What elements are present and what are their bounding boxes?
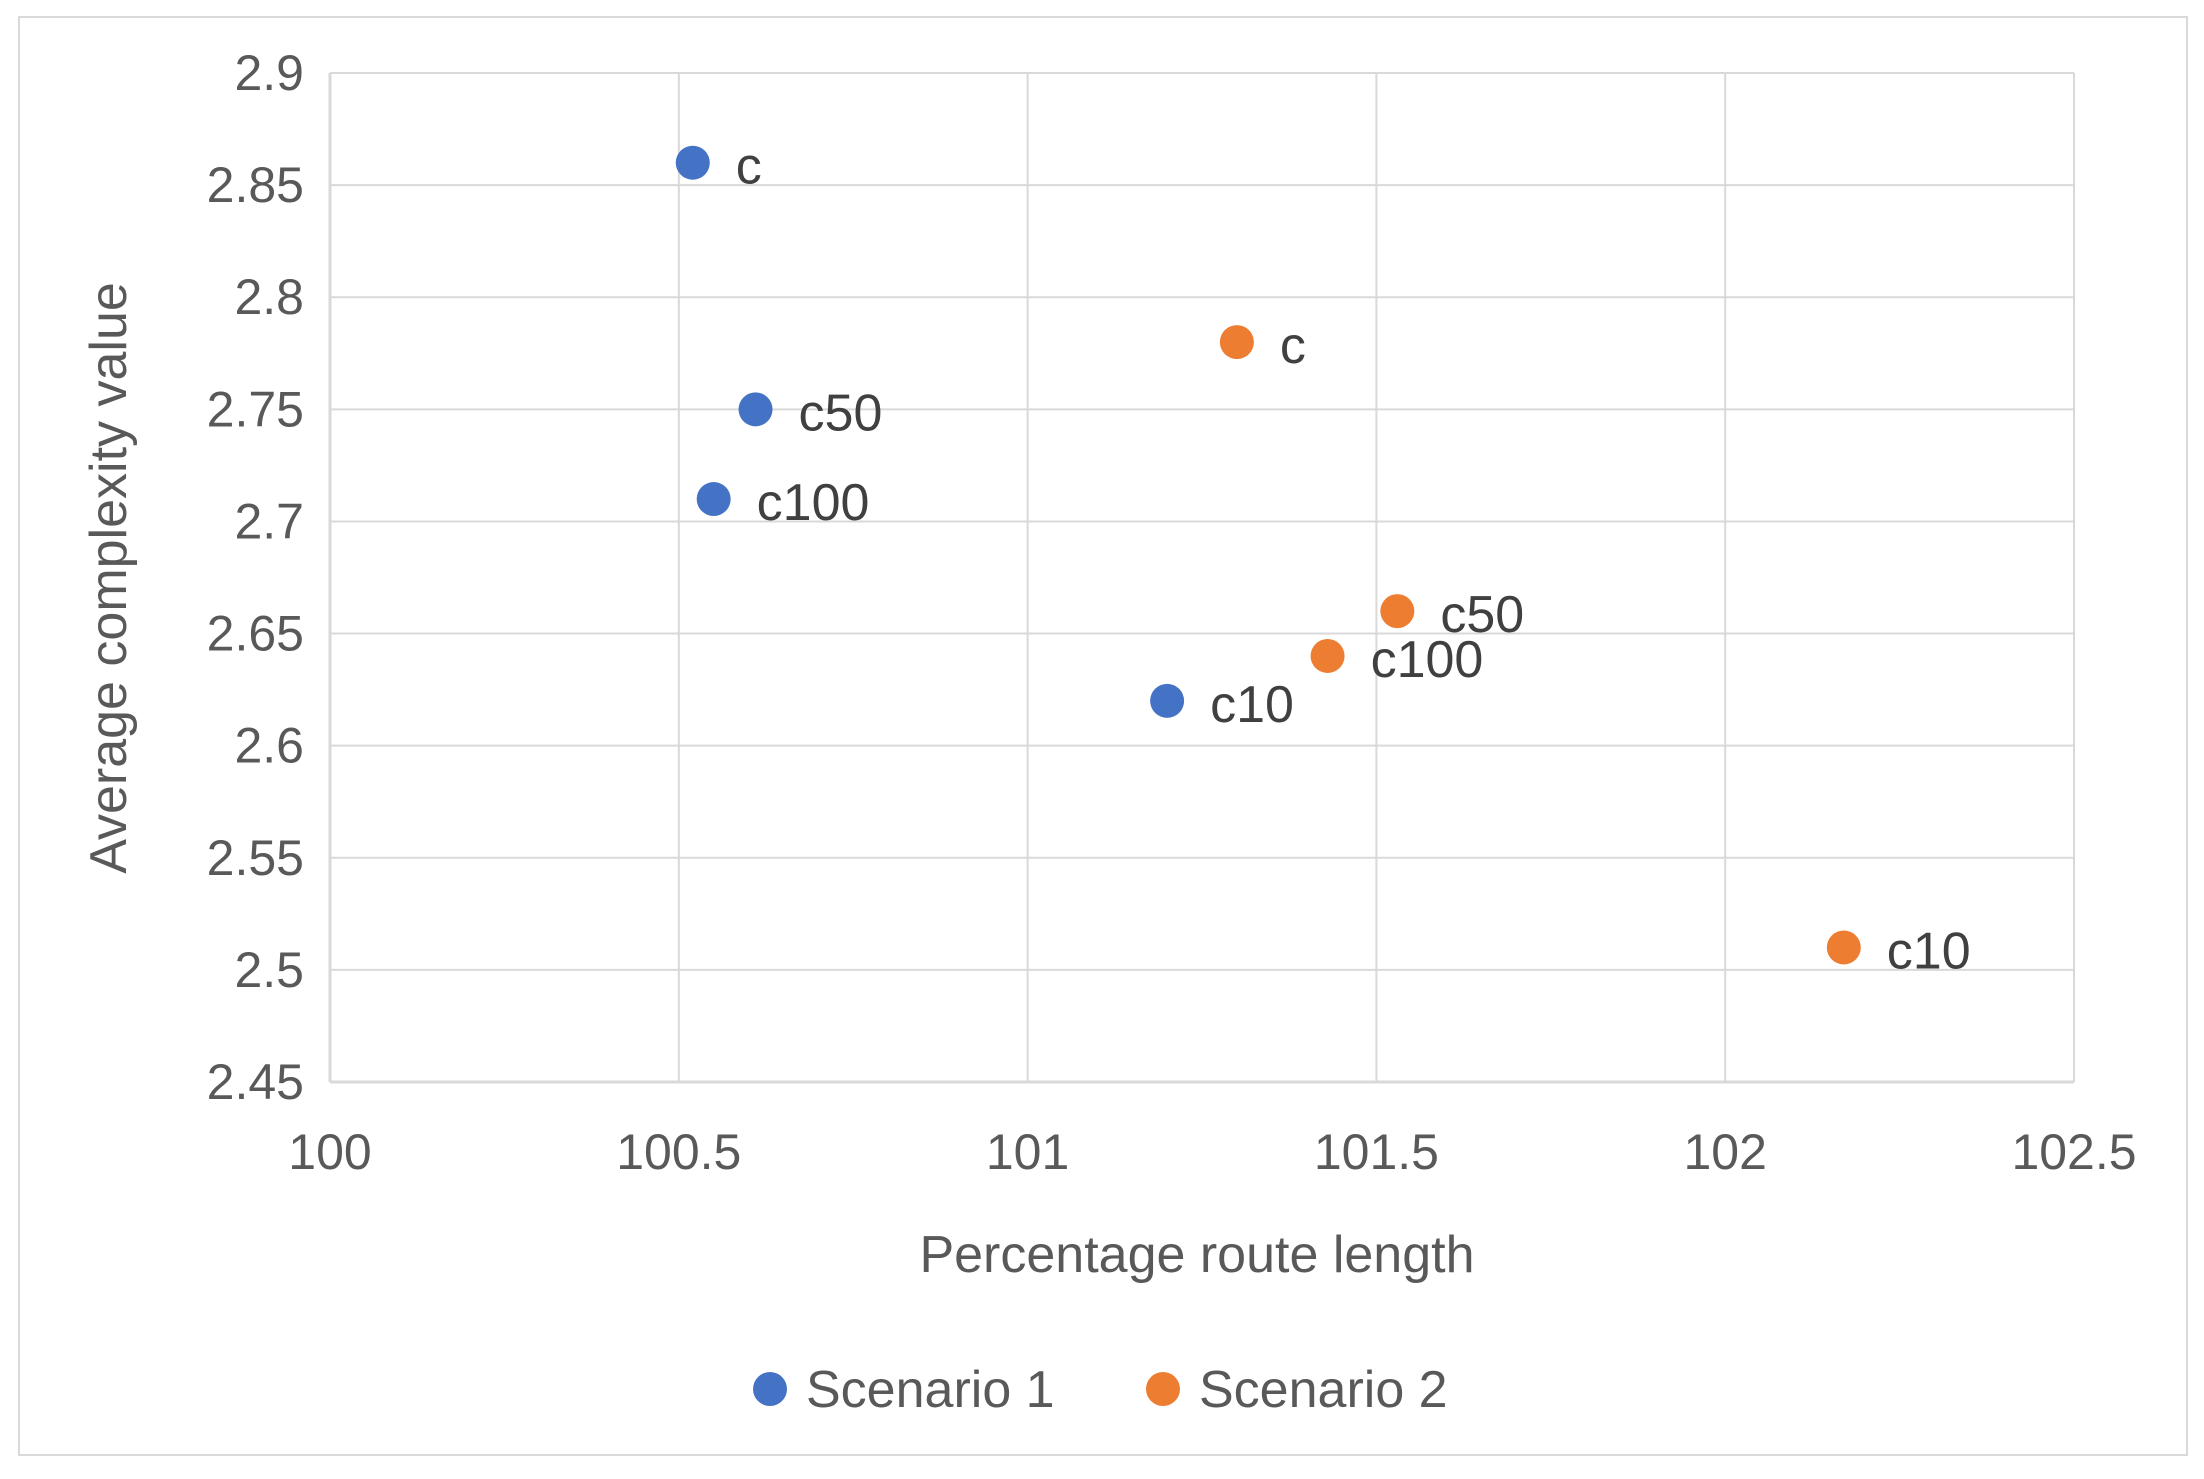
scenario-2-point-c[interactable] [1219,325,1254,360]
scenario-1-label-c100: c100 [757,474,870,532]
scenario-1-label-c50: c50 [799,384,883,442]
y-tick-label: 2.8 [234,269,304,325]
scenario-1-point-c10[interactable] [1150,683,1185,718]
y-tick-label: 2.55 [207,830,304,886]
scenario-2-point-c50[interactable] [1380,594,1415,629]
x-axis-ticks: 100 100.5 101 101.5 102 102.5 [288,1124,2136,1180]
legend-label-scenario-1: Scenario 1 [806,1361,1055,1419]
x-axis-title: Percentage route length [919,1226,1474,1284]
y-axis-title: Average complexity value [80,282,138,874]
scenario-2-point-c10[interactable] [1826,930,1861,965]
x-tick-label: 102.5 [2011,1124,2136,1180]
scenario-1-point-c100[interactable] [696,482,731,517]
scenario-1-point-c50[interactable] [738,392,773,427]
y-tick-label: 2.9 [234,45,304,101]
legend: Scenario 1 Scenario 2 [753,1361,1448,1419]
scenario-1-label-c10: c10 [1210,676,1294,734]
x-tick-label: 100 [288,1124,371,1180]
chart-frame [18,16,2188,1456]
y-tick-label: 2.75 [207,381,304,437]
y-tick-label: 2.5 [234,942,304,998]
y-tick-label: 2.6 [234,718,304,774]
scenario-2-label-c50: c50 [1440,586,1524,644]
legend-label-scenario-2: Scenario 2 [1199,1361,1448,1419]
legend-marker-scenario-2 [1146,1372,1180,1406]
scenario-1-point-c[interactable] [675,145,710,180]
scenario-2-label-c: c [1280,317,1306,375]
scenario-1-label-c: c [736,138,762,196]
scenario-2-point-c100[interactable] [1310,638,1345,673]
y-tick-label: 2.65 [207,606,304,662]
y-axis-ticks: 2.45 2.5 2.55 2.6 2.65 2.7 2.75 2.8 2.85 2.9 [207,45,304,1110]
x-tick-label: 101.5 [1314,1124,1439,1180]
scenario-2-label-c10: c10 [1887,922,1971,980]
y-tick-label: 2.7 [234,493,304,549]
y-tick-label: 2.85 [207,157,304,213]
x-tick-label: 101 [986,1124,1069,1180]
scenario-2-label-c100: c100 [1371,631,1484,689]
y-tick-label: 2.45 [207,1054,304,1110]
gridlines [328,72,2075,1084]
legend-marker-scenario-1 [753,1372,787,1406]
x-tick-label: 102 [1683,1124,1766,1180]
x-tick-label: 100.5 [616,1124,741,1180]
